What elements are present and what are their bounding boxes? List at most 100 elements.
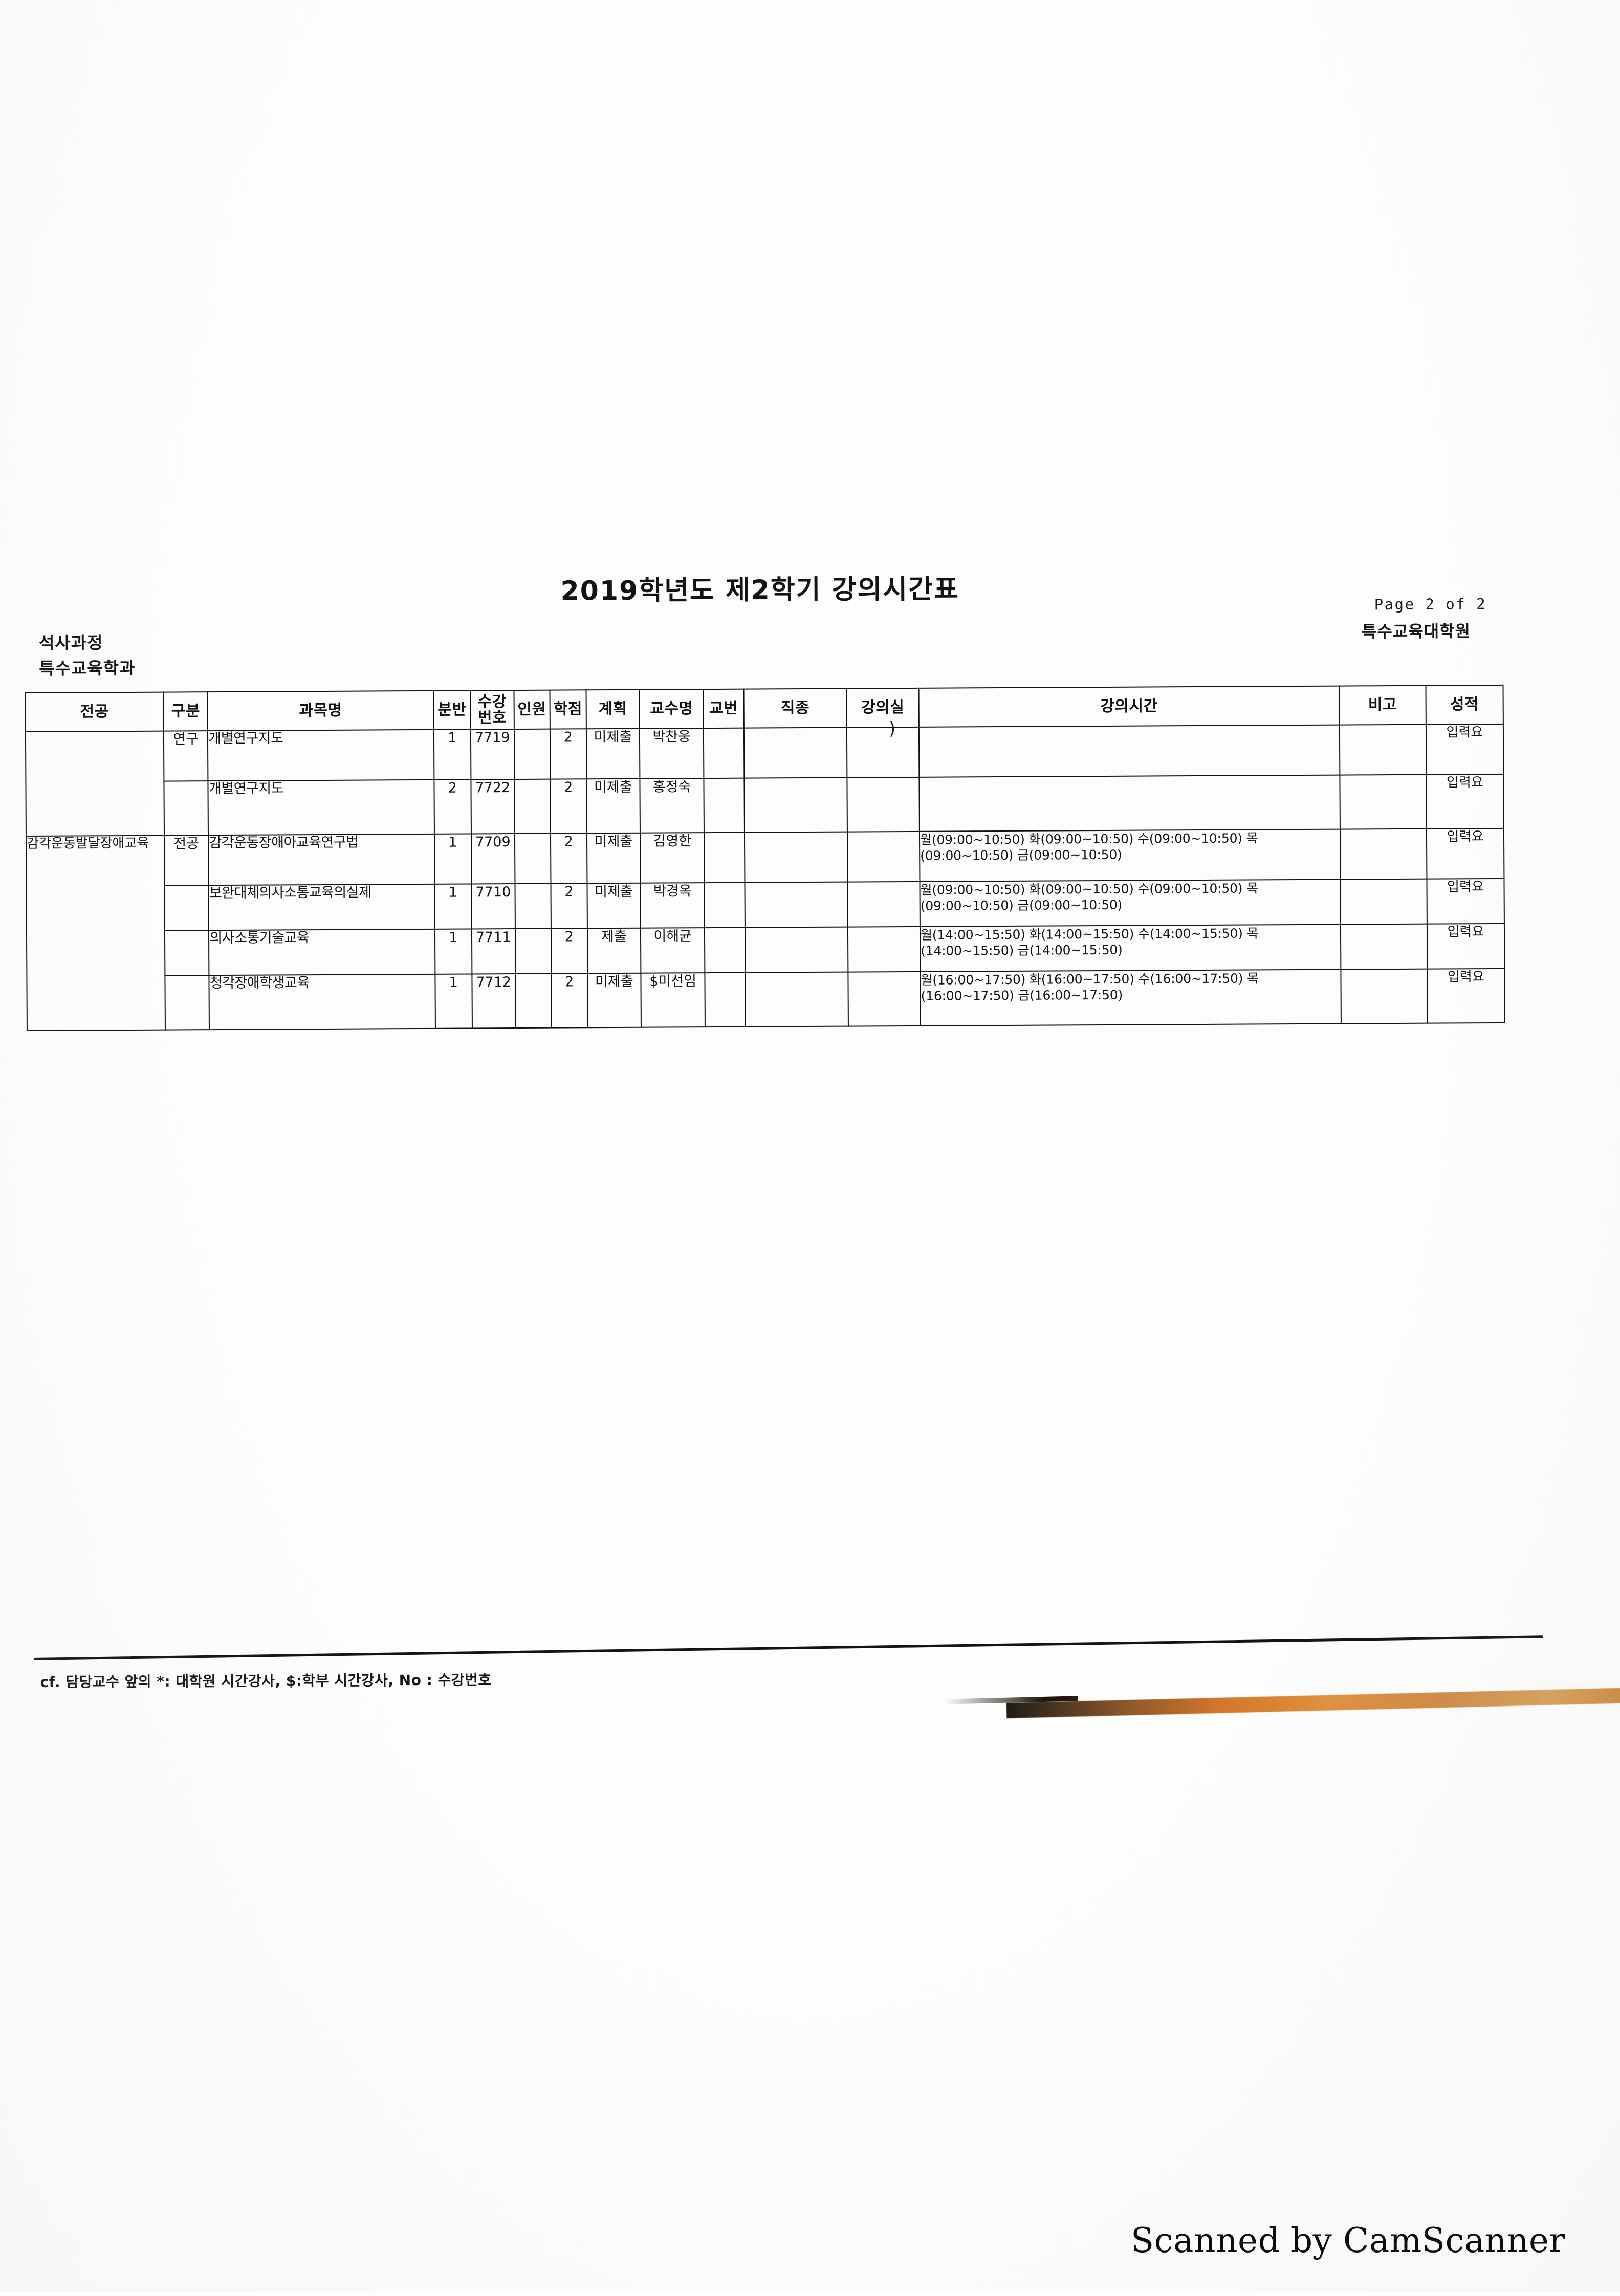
- course-timetable: 전공 구분 과목명 분반 수강 번호 인원 학점 계획 교수명 교번 직종: [25, 685, 1505, 1031]
- cell-job: [745, 882, 848, 928]
- cell-room: [848, 971, 921, 1026]
- col-header-course-number-line2: 번호: [477, 709, 507, 727]
- cell-class: 2: [433, 779, 471, 834]
- cell-plan: 제출: [587, 928, 641, 974]
- cell-capacity: [514, 729, 551, 780]
- cell-course: 감각운동장애아교육연구법: [208, 834, 434, 886]
- cell-course: 개별연구지도: [208, 729, 434, 781]
- cell-job: [745, 972, 848, 1027]
- col-header-professor-id: 교번: [703, 689, 744, 729]
- cell-course-number: 7722: [471, 779, 515, 834]
- cell-class: 1: [434, 929, 472, 974]
- desk-edge-wood: [1006, 1688, 1620, 1719]
- table-row: 개별연구지도 2 7722 2 미제출 홍정숙 입력요: [26, 774, 1504, 836]
- camscanner-watermark: Scanned by CamScanner: [1131, 2221, 1566, 2260]
- cell-note: [1340, 774, 1427, 829]
- cell-grade: 입력요: [1426, 828, 1504, 879]
- col-header-room: 강의실: [846, 688, 919, 728]
- cell-room: [847, 881, 920, 927]
- cell-grade: 입력요: [1427, 878, 1504, 924]
- cell-course: 개별연구지도: [208, 779, 434, 836]
- page-title: 2019학년도 제2학기 강의시간표: [560, 574, 959, 607]
- cell-capacity: [514, 833, 551, 884]
- col-header-major: 전공: [25, 692, 164, 732]
- cell-room: [846, 727, 920, 778]
- cell-professor: 박찬웅: [640, 728, 704, 779]
- cell-grade: 입력요: [1427, 968, 1505, 1023]
- cell-job: [745, 927, 848, 973]
- cell-capacity: [515, 973, 552, 1029]
- cell-grade: 입력요: [1426, 774, 1504, 829]
- cell-professor-id: [704, 728, 745, 779]
- cell-credit: 2: [550, 779, 587, 834]
- table-body: 연구 개별연구지도 1 7719 2 미제출 박찬웅 입력요 개별연구지도 2 7722 2 미제출 홍정…: [25, 724, 1505, 1031]
- cell-type: [164, 930, 209, 976]
- table-row: 의사소통기술교육 1 7711 2 제출 이해균 월(14:00~15:50) 화(14:0…: [27, 923, 1505, 976]
- cell-type: [165, 975, 210, 1030]
- cell-time: 월(14:00~15:50) 화(14:00~15:50) 수(14:00~15…: [920, 924, 1341, 972]
- cell-room: [847, 831, 920, 882]
- cell-time: [919, 775, 1340, 832]
- cell-type: 연구: [163, 731, 208, 781]
- cell-course-number: 7709: [471, 834, 515, 884]
- cell-capacity: [515, 883, 552, 929]
- cell-job: [744, 832, 848, 883]
- cell-note: [1340, 879, 1427, 925]
- cell-grade: 입력요: [1427, 923, 1505, 969]
- cell-professor-id: [704, 832, 745, 883]
- cell-type: [164, 781, 209, 836]
- cell-capacity: [514, 779, 551, 834]
- col-header-job: 직종: [743, 688, 847, 728]
- cell-time: [918, 725, 1340, 777]
- page-number-label: Page 2 of 2: [1374, 595, 1487, 614]
- cell-class: 1: [433, 729, 471, 780]
- col-header-grade: 성적: [1426, 685, 1503, 725]
- cell-course: 의사소통기술교육: [209, 929, 435, 976]
- cell-professor-id: [705, 927, 746, 973]
- cell-plan: 미제출: [586, 728, 640, 779]
- degree-course-label: 석사과정: [38, 632, 103, 653]
- cell-plan: 미제출: [587, 883, 641, 929]
- cell-room: [847, 926, 921, 972]
- cell-note: [1341, 969, 1428, 1024]
- cell-grade: 입력요: [1426, 724, 1504, 775]
- col-header-type: 구분: [163, 692, 208, 731]
- col-header-course-number-line1: 수강: [477, 692, 507, 711]
- cell-class: 1: [434, 884, 472, 929]
- table-row: 보완대체의사소통교육의실제 1 7710 2 미제출 박경옥 월(09:00~10:50) …: [26, 878, 1504, 931]
- cell-credit: 2: [551, 973, 588, 1028]
- cell-professor: 김영한: [640, 833, 705, 883]
- cell-major: 감각운동발달장애교육: [26, 835, 165, 1031]
- col-header-plan: 계획: [586, 689, 640, 729]
- cell-professor: $미선임: [641, 973, 706, 1027]
- department-label: 특수교육학과: [39, 658, 136, 679]
- cell-class: 1: [434, 834, 472, 884]
- cell-type: [164, 885, 209, 931]
- cell-note: [1339, 724, 1427, 775]
- footer-note: cf. 담당교수 앞의 *: 대학원 시간강사, $:학부 시간강사, No :…: [40, 1671, 492, 1691]
- cell-plan: 미제출: [586, 778, 641, 834]
- table-row: 연구 개별연구지도 1 7719 2 미제출 박찬웅 입력요: [25, 724, 1504, 837]
- col-header-time: 강의시간: [918, 686, 1340, 727]
- timetable-container: 전공 구분 과목명 분반 수강 번호 인원 학점 계획 교수명 교번 직종: [25, 685, 1505, 1031]
- cell-job: [744, 777, 848, 833]
- col-header-credit: 학점: [550, 690, 586, 729]
- cell-class: 1: [434, 974, 472, 1029]
- cell-professor: 이해균: [641, 928, 705, 973]
- cell-course-number: 7712: [472, 974, 516, 1029]
- table-row: 감각운동발달장애교육 전공 감각운동장애아교육연구법 1 7709 2 미제출 김영한 월(09…: [26, 828, 1504, 1031]
- cell-note: [1340, 828, 1427, 880]
- cell-job: [743, 727, 847, 778]
- cell-note: [1340, 924, 1428, 970]
- cell-professor-id: [705, 972, 746, 1027]
- cell-major: [25, 731, 164, 837]
- cell-professor-id: [704, 882, 745, 928]
- col-header-note: 비고: [1339, 685, 1426, 725]
- cell-course: 보완대체의사소통교육의실제: [208, 884, 435, 931]
- col-header-professor: 교수명: [639, 689, 704, 729]
- cell-room: [847, 777, 920, 832]
- cell-course: 청각장애학생교육: [209, 974, 435, 1030]
- col-header-class: 분반: [433, 690, 471, 730]
- cell-credit: 2: [551, 833, 587, 884]
